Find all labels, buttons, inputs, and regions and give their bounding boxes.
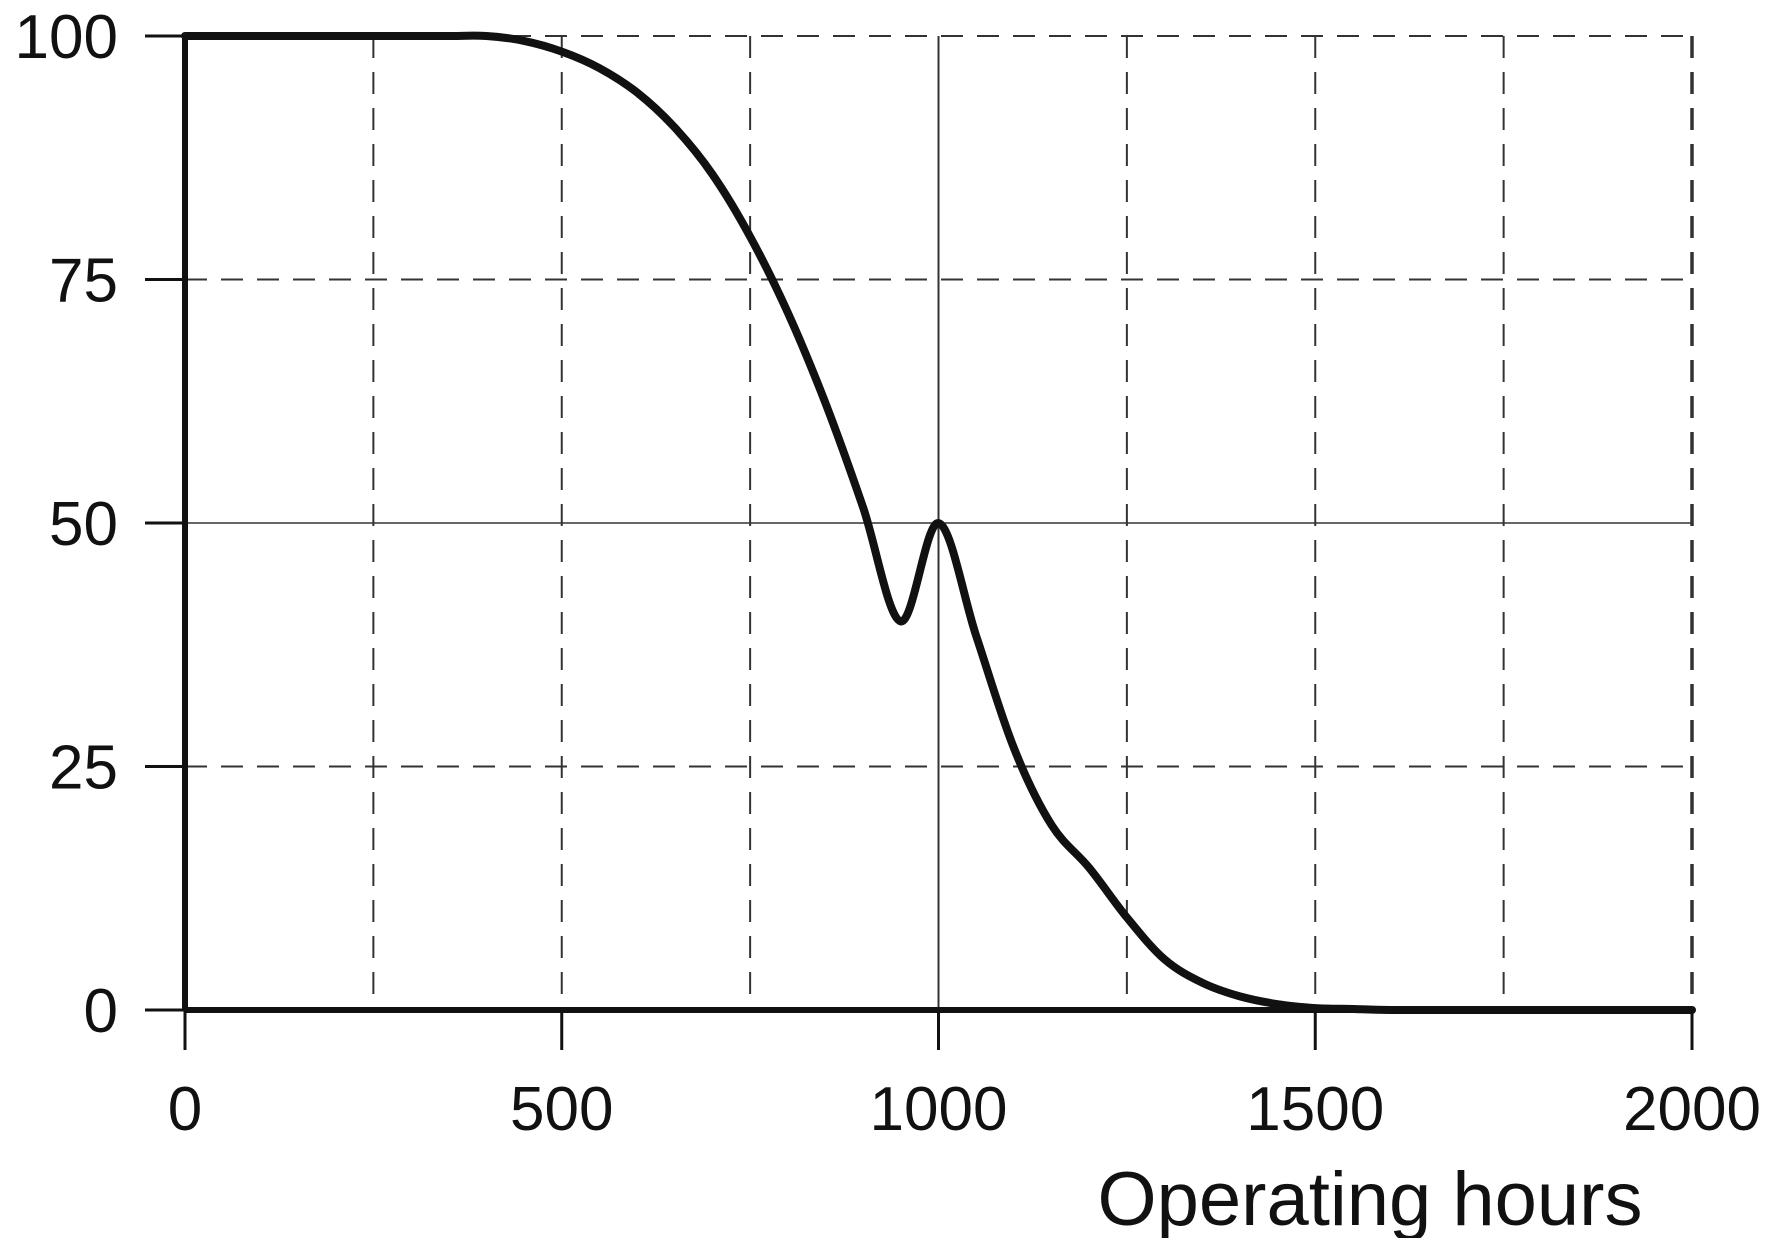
y-tick-label: 75 <box>49 247 118 316</box>
x-axis-title: Operating hours <box>1098 1157 1643 1238</box>
y-tick-label: 100 <box>15 3 118 72</box>
series-layer <box>181 31 1696 1015</box>
y-tick-label: 0 <box>84 977 118 1046</box>
series-line <box>181 31 1696 1015</box>
x-tick-label: 1500 <box>1246 1075 1384 1144</box>
axes <box>145 34 1694 1050</box>
x-tick-label: 500 <box>510 1075 613 1144</box>
x-tick-label: 2000 <box>1623 1075 1761 1144</box>
y-tick-label: 50 <box>49 490 118 559</box>
y-tick-label: 25 <box>49 734 118 803</box>
x-tick-label: 1000 <box>870 1075 1008 1144</box>
x-tick-label: 0 <box>168 1075 202 1144</box>
